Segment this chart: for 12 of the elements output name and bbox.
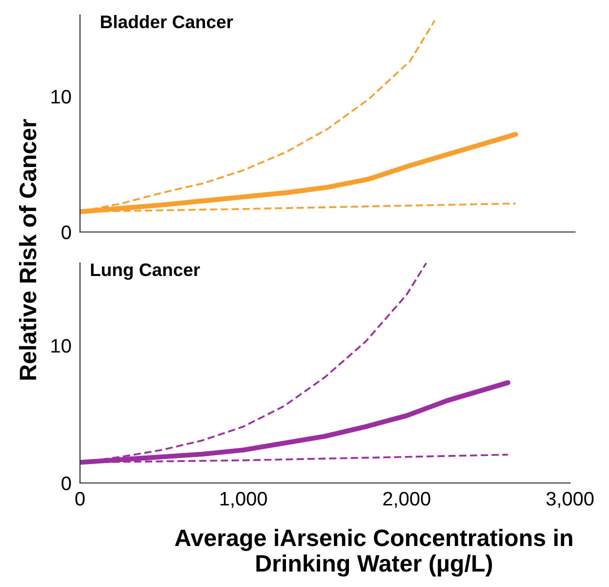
y-tick-label: 10 (52, 90, 71, 104)
x-tick-label: 1,000 (220, 492, 267, 508)
x-tick-label: 3,000 (546, 492, 594, 508)
y-tick-label: 10 (52, 338, 71, 353)
x-axis-title: Average iArsenic Concentrations in Drinking Water (µg/L) (174, 528, 572, 577)
y-tick-label: 0 (62, 225, 71, 240)
x-tick-label: 2,000 (383, 492, 430, 508)
y-axis-title: Relative Risk of Cancer (18, 119, 36, 380)
y-tick-label: 0 (62, 476, 71, 490)
chart-title: Lung Cancer (91, 263, 200, 280)
x-tick-label: 0 (75, 492, 85, 506)
chart-title: Bladder Cancer (101, 15, 233, 28)
